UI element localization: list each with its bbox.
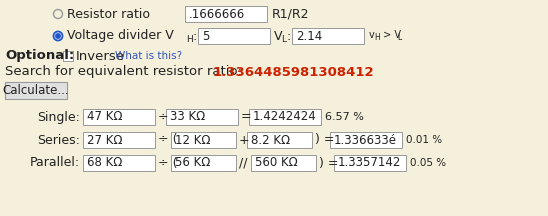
Text: Inverse: Inverse <box>76 49 125 62</box>
FancyBboxPatch shape <box>63 51 73 61</box>
Text: ) =: ) = <box>319 157 339 170</box>
FancyBboxPatch shape <box>249 109 321 125</box>
Text: =: = <box>241 111 252 124</box>
Text: 56 KΩ: 56 KΩ <box>175 157 210 170</box>
Text: Resistor ratio: Resistor ratio <box>67 8 150 21</box>
Text: Optional:: Optional: <box>5 49 74 62</box>
FancyBboxPatch shape <box>198 28 270 44</box>
Text: L: L <box>281 35 286 43</box>
Circle shape <box>54 10 62 19</box>
Circle shape <box>56 34 60 38</box>
Text: 33 KΩ: 33 KΩ <box>170 111 206 124</box>
Text: :: : <box>287 30 291 43</box>
Text: +: + <box>239 133 250 146</box>
Text: ÷: ÷ <box>158 111 169 124</box>
Text: Series:: Series: <box>37 133 80 146</box>
FancyBboxPatch shape <box>247 132 312 148</box>
Text: 1.336633é: 1.336633é <box>334 133 397 146</box>
Text: 1.3357142: 1.3357142 <box>338 157 401 170</box>
Text: 1.4242424: 1.4242424 <box>253 111 317 124</box>
Text: L: L <box>397 33 401 43</box>
Text: 560 KΩ: 560 KΩ <box>255 157 298 170</box>
FancyBboxPatch shape <box>292 28 364 44</box>
Text: H: H <box>186 35 193 43</box>
Circle shape <box>54 32 62 41</box>
Text: 2.14: 2.14 <box>296 30 322 43</box>
FancyBboxPatch shape <box>83 109 155 125</box>
Text: Single:: Single: <box>37 111 80 124</box>
Text: 12 KΩ: 12 KΩ <box>175 133 210 146</box>
FancyBboxPatch shape <box>83 155 155 171</box>
Text: 0.01 %: 0.01 % <box>406 135 442 145</box>
Text: 1.3364485981308412: 1.3364485981308412 <box>213 65 375 78</box>
FancyBboxPatch shape <box>330 132 402 148</box>
FancyBboxPatch shape <box>334 155 406 171</box>
Text: Calculate...: Calculate... <box>3 84 69 97</box>
Text: 6.57 %: 6.57 % <box>325 112 364 122</box>
Text: Voltage divider V: Voltage divider V <box>67 30 174 43</box>
Text: //: // <box>239 157 248 170</box>
Text: 0.05 %: 0.05 % <box>410 158 446 168</box>
Text: 8.2 KΩ: 8.2 KΩ <box>251 133 290 146</box>
Text: ÷ (: ÷ ( <box>158 133 178 146</box>
Text: v: v <box>369 30 375 40</box>
Text: What is this?: What is this? <box>115 51 182 61</box>
Text: 68 KΩ: 68 KΩ <box>87 157 122 170</box>
FancyBboxPatch shape <box>185 6 267 22</box>
Text: 27 KΩ: 27 KΩ <box>87 133 123 146</box>
Text: Parallel:: Parallel: <box>30 157 80 170</box>
FancyBboxPatch shape <box>5 82 67 99</box>
FancyBboxPatch shape <box>171 132 236 148</box>
FancyBboxPatch shape <box>251 155 316 171</box>
Text: Search for equivalent resistor ratio:: Search for equivalent resistor ratio: <box>5 65 242 78</box>
Text: V: V <box>274 30 283 43</box>
FancyBboxPatch shape <box>83 132 155 148</box>
Text: 47 KΩ: 47 KΩ <box>87 111 123 124</box>
Text: ÷ (: ÷ ( <box>158 157 178 170</box>
Text: :: : <box>193 30 197 43</box>
Text: H: H <box>374 33 380 43</box>
Text: ) =: ) = <box>315 133 334 146</box>
Text: 5: 5 <box>202 30 209 43</box>
Text: R1/R2: R1/R2 <box>272 8 310 21</box>
Text: > V: > V <box>380 30 401 40</box>
Text: .1666666: .1666666 <box>189 8 246 21</box>
FancyBboxPatch shape <box>166 109 238 125</box>
FancyBboxPatch shape <box>171 155 236 171</box>
